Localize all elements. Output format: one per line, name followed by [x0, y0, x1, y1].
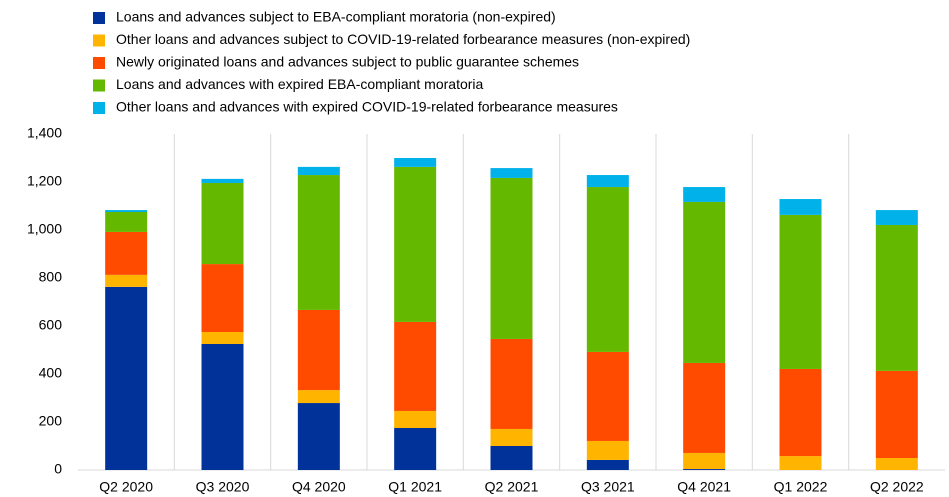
bar-segment [779, 456, 822, 470]
bar-segment [875, 370, 918, 458]
bar-segment [105, 212, 148, 232]
bar-segment [201, 344, 244, 470]
legend-label: Other loans and advances subject to COVI… [116, 31, 690, 47]
bar-segment [875, 224, 918, 371]
bar-segment [297, 390, 340, 404]
bar-segment [586, 175, 629, 188]
bar-segment [490, 168, 533, 178]
y-tick-label: 200 [39, 413, 63, 429]
bar-segment [490, 446, 533, 470]
legend-label: Loans and advances with expired EBA-comp… [116, 76, 484, 92]
x-tick-label: Q1 2022 [774, 479, 828, 495]
y-tick-label: 1,200 [27, 173, 62, 189]
x-tick-label: Q1 2021 [388, 479, 442, 495]
y-tick-label: 0 [54, 461, 62, 477]
bar-segment [586, 459, 629, 470]
bar-segment [201, 264, 244, 332]
bar-segment [586, 351, 629, 441]
x-tick-label: Q4 2021 [677, 479, 731, 495]
y-tick-label: 1,000 [27, 221, 62, 237]
bar-segment [297, 309, 340, 391]
bar-segment [779, 214, 822, 369]
bar-segment [394, 166, 437, 322]
bar-segment [105, 231, 148, 275]
bar-segment [683, 469, 726, 470]
legend-swatch [93, 57, 105, 69]
bar-segment [297, 175, 340, 310]
bar-segment [490, 428, 533, 446]
legend-swatch [93, 102, 105, 114]
bar-segment [490, 177, 533, 339]
bar-segment [297, 403, 340, 470]
x-tick-label: Q3 2021 [581, 479, 635, 495]
bar-segment [683, 187, 726, 202]
bar-segment [105, 274, 148, 287]
bar-segment [779, 368, 822, 457]
bar-segment [875, 458, 918, 470]
y-tick-label: 600 [39, 317, 63, 333]
legend-label: Other loans and advances with expired CO… [116, 99, 618, 115]
legend-swatch [93, 34, 105, 47]
bar-segment [586, 187, 629, 352]
x-tick-label: Q2 2022 [870, 479, 924, 495]
bar-segment [201, 178, 244, 183]
bar-segment [394, 321, 437, 411]
bar-segment [875, 210, 918, 225]
y-tick-label: 800 [39, 269, 63, 285]
bar-segment [490, 338, 533, 429]
bar-segment [683, 201, 726, 363]
x-tick-label: Q2 2021 [485, 479, 539, 495]
bar-segment [201, 182, 244, 265]
legend-label: Newly originated loans and advances subj… [116, 54, 579, 70]
legend-swatch [93, 79, 105, 92]
legend-label: Loans and advances subject to EBA-compli… [116, 9, 556, 25]
bar-segment [394, 428, 437, 470]
bar-segment [105, 286, 148, 470]
legend-swatch [93, 12, 105, 24]
bar-segment [201, 332, 244, 344]
bar-segment [105, 210, 148, 212]
y-tick-label: 400 [39, 365, 63, 381]
bar-segment [394, 410, 437, 428]
bar-segment [683, 362, 726, 453]
bar-segment [586, 440, 629, 460]
bar-segment [297, 166, 340, 176]
bar-segment [394, 158, 437, 167]
x-tick-label: Q4 2020 [292, 479, 346, 495]
x-tick-label: Q3 2020 [196, 479, 250, 495]
bar-segment [779, 199, 822, 215]
bar-segment [683, 452, 726, 470]
y-tick-label: 1,400 [27, 125, 62, 141]
x-tick-label: Q2 2020 [99, 479, 153, 495]
